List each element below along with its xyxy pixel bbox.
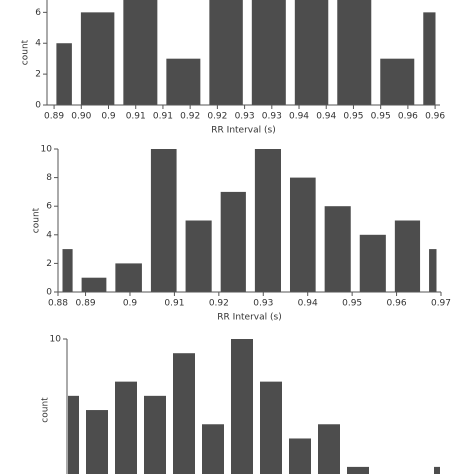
bar — [289, 177, 316, 292]
x-tick-label: 0.91 — [153, 112, 173, 122]
bar — [359, 234, 386, 292]
x-axis-label: RR Interval (s) — [217, 313, 281, 323]
bar — [380, 58, 415, 105]
bar — [123, 0, 158, 105]
y-tick-label: 10 — [41, 145, 53, 155]
chart: 10 count — [41, 335, 440, 474]
y-tick-label: 2 — [35, 70, 41, 80]
x-tick-label: 0.93 — [253, 299, 273, 309]
x-tick-label: 0.95 — [343, 112, 363, 122]
bar — [166, 58, 201, 105]
x-tick-label: 0.92 — [207, 112, 227, 122]
bar — [394, 220, 421, 292]
bar — [56, 43, 72, 105]
bar — [144, 395, 166, 474]
x-tick-label: 0.96 — [398, 112, 418, 122]
bar — [347, 466, 369, 474]
x-tick-label: 0.9 — [123, 299, 138, 309]
y-tick-label: 4 — [46, 230, 52, 240]
x-tick-label: 0.93 — [235, 112, 255, 122]
x-tick-label: 0.95 — [371, 112, 391, 122]
bar — [254, 149, 281, 292]
x-tick-label: 0.92 — [209, 299, 229, 309]
bar — [173, 353, 195, 474]
x-tick-label: 0.89 — [76, 299, 96, 309]
bar — [185, 220, 212, 292]
x-tick-label: 0.94 — [316, 112, 336, 122]
bar — [289, 438, 311, 474]
bar — [150, 149, 177, 292]
x-tick-label: 0.92 — [180, 112, 200, 122]
bar — [62, 249, 73, 292]
x-axis-label: RR Interval (s) — [211, 126, 275, 136]
bar — [115, 263, 142, 292]
bar — [220, 191, 246, 292]
y-axis-label: count — [32, 207, 42, 233]
bar — [115, 381, 137, 474]
bar — [434, 466, 440, 474]
y-tick-label: 8 — [46, 173, 52, 183]
x-tick-label: 0.95 — [342, 299, 362, 309]
bar — [202, 424, 224, 474]
y-tick-label: 6 — [46, 202, 52, 212]
x-tick-label: 0.9 — [101, 112, 116, 122]
x-tick-label: 0.89 — [44, 112, 64, 122]
bar — [86, 410, 108, 474]
bars — [62, 149, 437, 292]
y-tick-label: 10 — [50, 335, 62, 345]
bars — [68, 339, 440, 474]
y-axis-label: count — [21, 39, 31, 65]
x-tick-label: 0.97 — [431, 299, 451, 309]
x-tick-label: 0.93 — [262, 112, 282, 122]
bar — [324, 206, 351, 292]
y-tick-label: 6 — [35, 8, 41, 18]
x-tick-label: 0.96 — [425, 112, 445, 122]
y-axis-label: count — [41, 397, 51, 423]
bar — [68, 395, 79, 474]
bar — [209, 0, 243, 105]
chart: 0.89 0.90 0.9 0.91 0.91 0.92 0.92 0.93 0.93 0.94 0… — [21, 0, 445, 136]
bar — [81, 277, 107, 292]
y-tick-label: 0 — [35, 101, 41, 111]
x-tick-label: 0.90 — [71, 112, 91, 122]
bar — [337, 0, 372, 105]
x-tick-label: 0.94 — [289, 112, 309, 122]
y-tick-label: 4 — [35, 39, 41, 49]
x-tick-label: 0.96 — [387, 299, 407, 309]
x-tick-label: 0.88 — [48, 299, 68, 309]
x-tick-label: 0.91 — [126, 112, 146, 122]
bar — [260, 381, 282, 474]
bar — [251, 0, 286, 105]
bars — [56, 0, 436, 105]
bar — [231, 339, 253, 474]
bar — [318, 424, 340, 474]
x-tick-label: 0.91 — [164, 299, 184, 309]
bar — [80, 12, 115, 105]
chart: 0.88 0.89 0.9 0.91 0.92 0.93 0.94 0.95 0.96 0.97 R… — [32, 145, 452, 323]
x-tick-label: 0.94 — [298, 299, 318, 309]
bar — [423, 12, 436, 105]
bar — [429, 249, 437, 292]
bar — [294, 0, 329, 105]
y-tick-label: 2 — [46, 259, 52, 269]
y-tick-label: 0 — [46, 288, 52, 298]
